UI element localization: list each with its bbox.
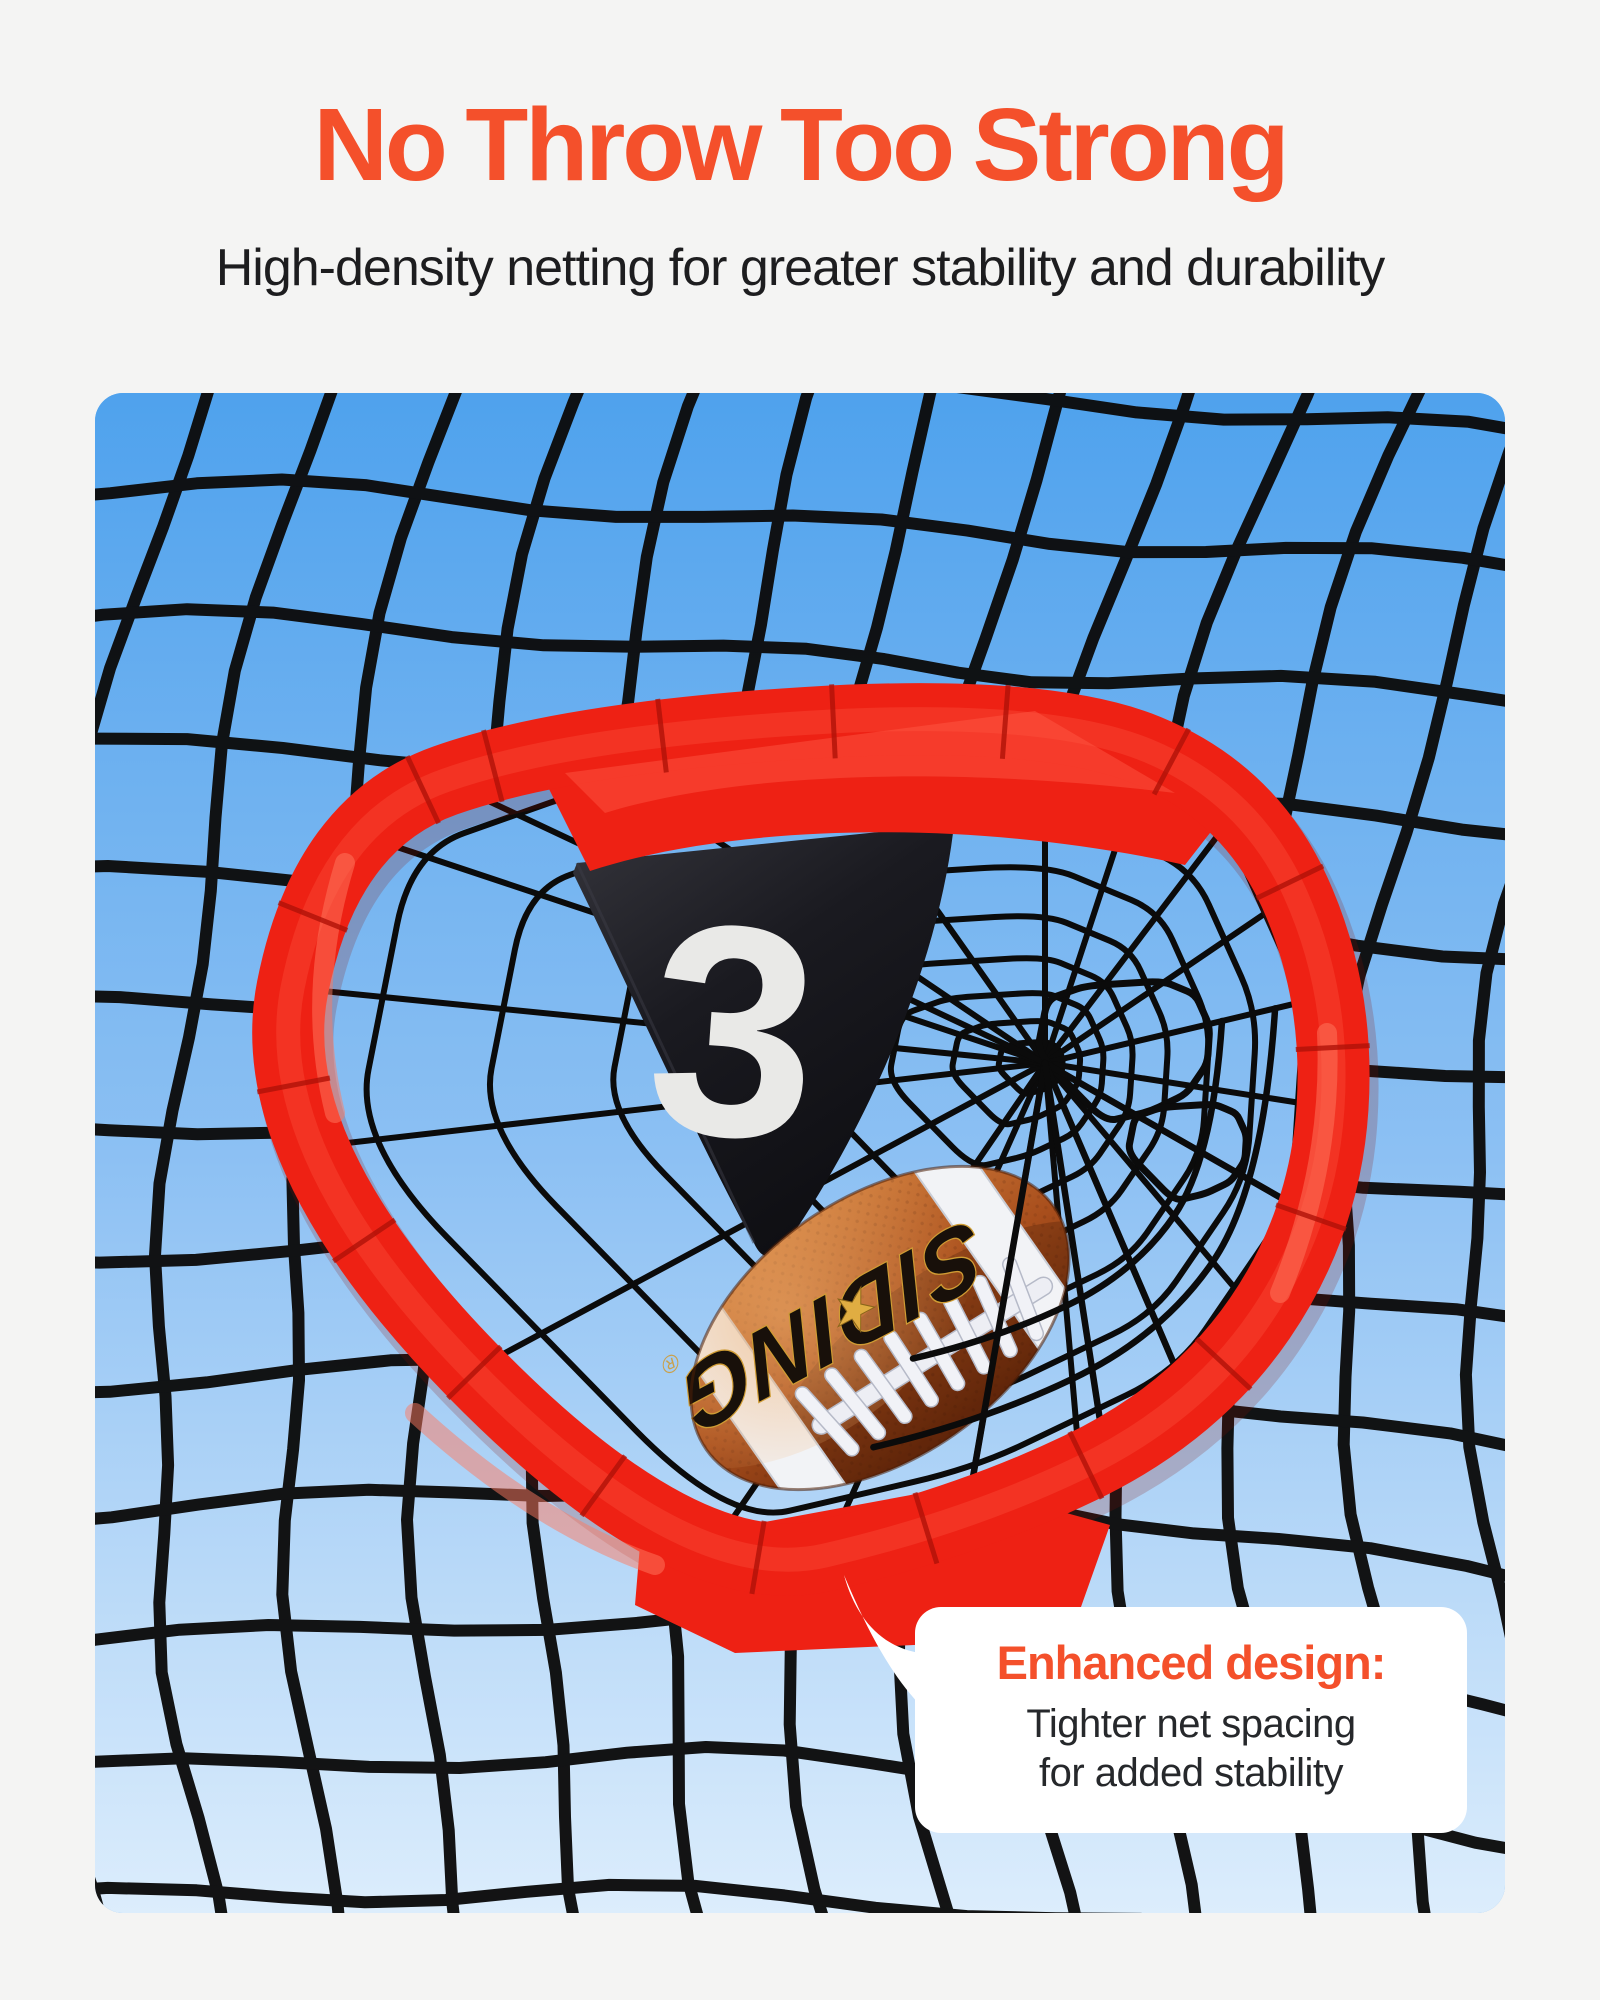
callout-line2: for added stability xyxy=(1038,1750,1344,1795)
pennant-number: 3 xyxy=(639,858,829,1205)
football: SIDING ★ ® xyxy=(631,1099,1129,1557)
front-net-strands xyxy=(870,1005,1301,1481)
callout-line1: Tighter net spacing xyxy=(1026,1702,1356,1746)
page-subtitle: High-density netting for greater stabili… xyxy=(215,239,1386,297)
page-title: No Throw Too Strong xyxy=(313,87,1289,202)
product-photo-scene: 3 SIDING xyxy=(95,393,1505,1913)
callout-title: Enhanced design: xyxy=(996,1636,1387,1689)
pennant-flag xyxy=(573,825,953,1257)
score-pennant: 3 xyxy=(573,825,953,1257)
callout-bubble: Enhanced design: Tighter net spacing for… xyxy=(915,1607,1467,1833)
football-reg-mark: ® xyxy=(659,1346,682,1381)
product-photo: 3 SIDING xyxy=(95,393,1505,1913)
callout-tail xyxy=(844,1575,924,1709)
